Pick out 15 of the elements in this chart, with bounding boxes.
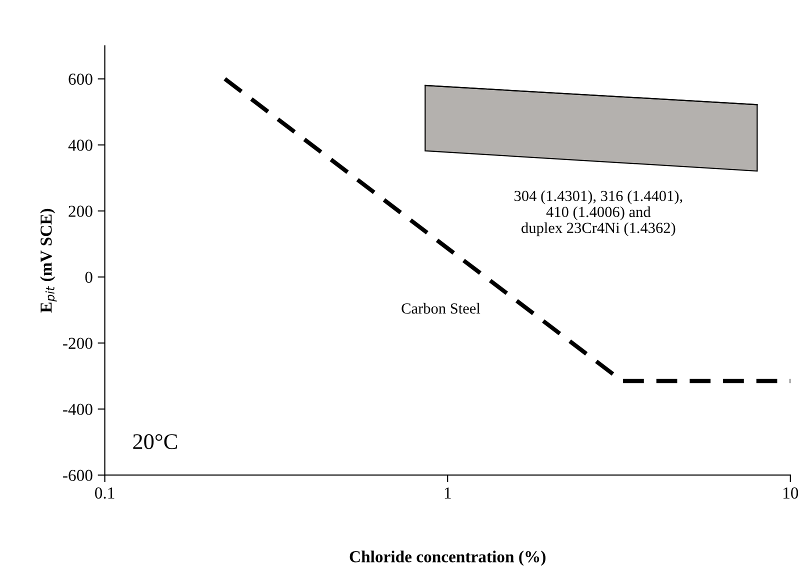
annotation: 20°C	[133, 434, 177, 450]
y-axis-title: E$_{pit}$ (mV SCE)	[40, 208, 57, 313]
y-tick-label: -400	[63, 404, 92, 416]
y-tick-label: -200	[63, 338, 92, 349]
x-tick-label: 1	[444, 487, 451, 498]
annotation: 304 (1.4301), 316 (1.4401), 410 (1.4006) and duplex 23Cr4Ni (1.4362)	[514, 190, 682, 236]
x-tick-label: 0.1	[95, 487, 114, 499]
y-tick-label: -600	[63, 470, 92, 482]
y-tick-label: 400	[68, 140, 92, 151]
annotation: Carbon Steel	[402, 302, 480, 314]
y-tick-label: 200	[68, 206, 92, 217]
y-tick-label: 600	[68, 74, 92, 85]
x-tick-label: 10	[784, 487, 798, 499]
x-axis-title: Chloride concentration (%)	[350, 550, 546, 566]
y-tick-label: 0	[85, 272, 92, 283]
